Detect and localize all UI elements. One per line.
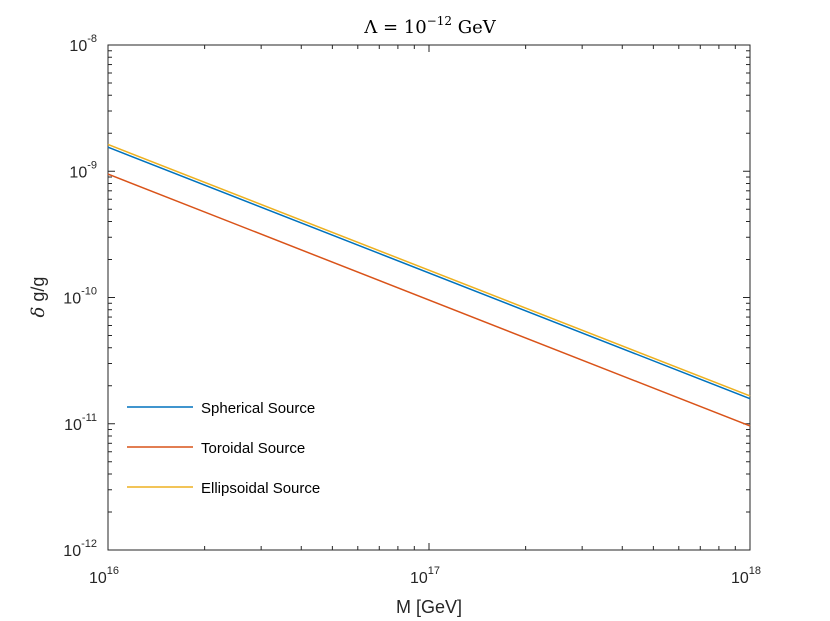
- y-tick-label: 10-9: [69, 159, 97, 181]
- chart-title-unit: GeV: [452, 17, 497, 38]
- y-tick-base: 10: [63, 291, 81, 308]
- x-tick-base: 10: [731, 570, 749, 587]
- legend-label-spherical-source: Spherical Source: [201, 400, 315, 417]
- chart-title-exp: −12: [427, 14, 452, 28]
- y-tick-base: 10: [64, 417, 82, 434]
- y-axis-label-rest: g/g: [28, 277, 48, 307]
- x-tick-label: 1018: [731, 565, 761, 587]
- y-tick-label: 10-12: [63, 538, 97, 560]
- x-tick-base: 10: [410, 570, 428, 587]
- series-group: [107, 143, 751, 427]
- y-tick-exp: -10: [81, 286, 97, 298]
- x-tick-exp: 16: [107, 565, 119, 577]
- y-tick-base: 10: [69, 38, 87, 55]
- y-tick-base: 10: [69, 164, 87, 181]
- series-line-spherical-source: [107, 146, 751, 400]
- x-tick-label: 1016: [89, 565, 119, 587]
- y-tick-exp: -11: [82, 412, 97, 424]
- y-tick-base: 10: [63, 543, 81, 560]
- y-tick-label: 10-10: [63, 286, 97, 308]
- chart-title: Λ = 10−12 GeV: [363, 14, 497, 38]
- series-line-toroidal-source: [107, 173, 751, 427]
- x-tick-base: 10: [89, 570, 107, 587]
- y-tick-label: 10-8: [69, 33, 97, 55]
- y-tick-exp: -9: [87, 159, 97, 171]
- x-tick-labels: 1016 1017 1018: [89, 565, 761, 587]
- chart-title-main: Λ = 10: [363, 17, 426, 38]
- x-tick-exp: 18: [749, 565, 761, 577]
- y-tick-exp: -8: [87, 33, 97, 45]
- legend: Spherical Source Toroidal Source Ellipsoid…: [127, 400, 320, 497]
- legend-label-ellipsoidal-source: Ellipsoidal Source: [201, 480, 320, 497]
- y-axis-label-delta: δ: [28, 307, 49, 318]
- y-tick-exp: -12: [81, 538, 97, 550]
- plot-area: [107, 44, 751, 551]
- legend-label-toroidal-source: Toroidal Source: [201, 440, 305, 457]
- y-axis-label: δ g/g: [28, 277, 49, 318]
- x-tick-label: 1017: [410, 565, 440, 587]
- x-tick-exp: 17: [428, 565, 440, 577]
- y-tick-label: 10-11: [64, 412, 97, 434]
- series-line-ellipsoidal-source: [107, 143, 751, 397]
- axis-ticks: [107, 44, 751, 551]
- x-axis-label: M [GeV]: [396, 597, 462, 617]
